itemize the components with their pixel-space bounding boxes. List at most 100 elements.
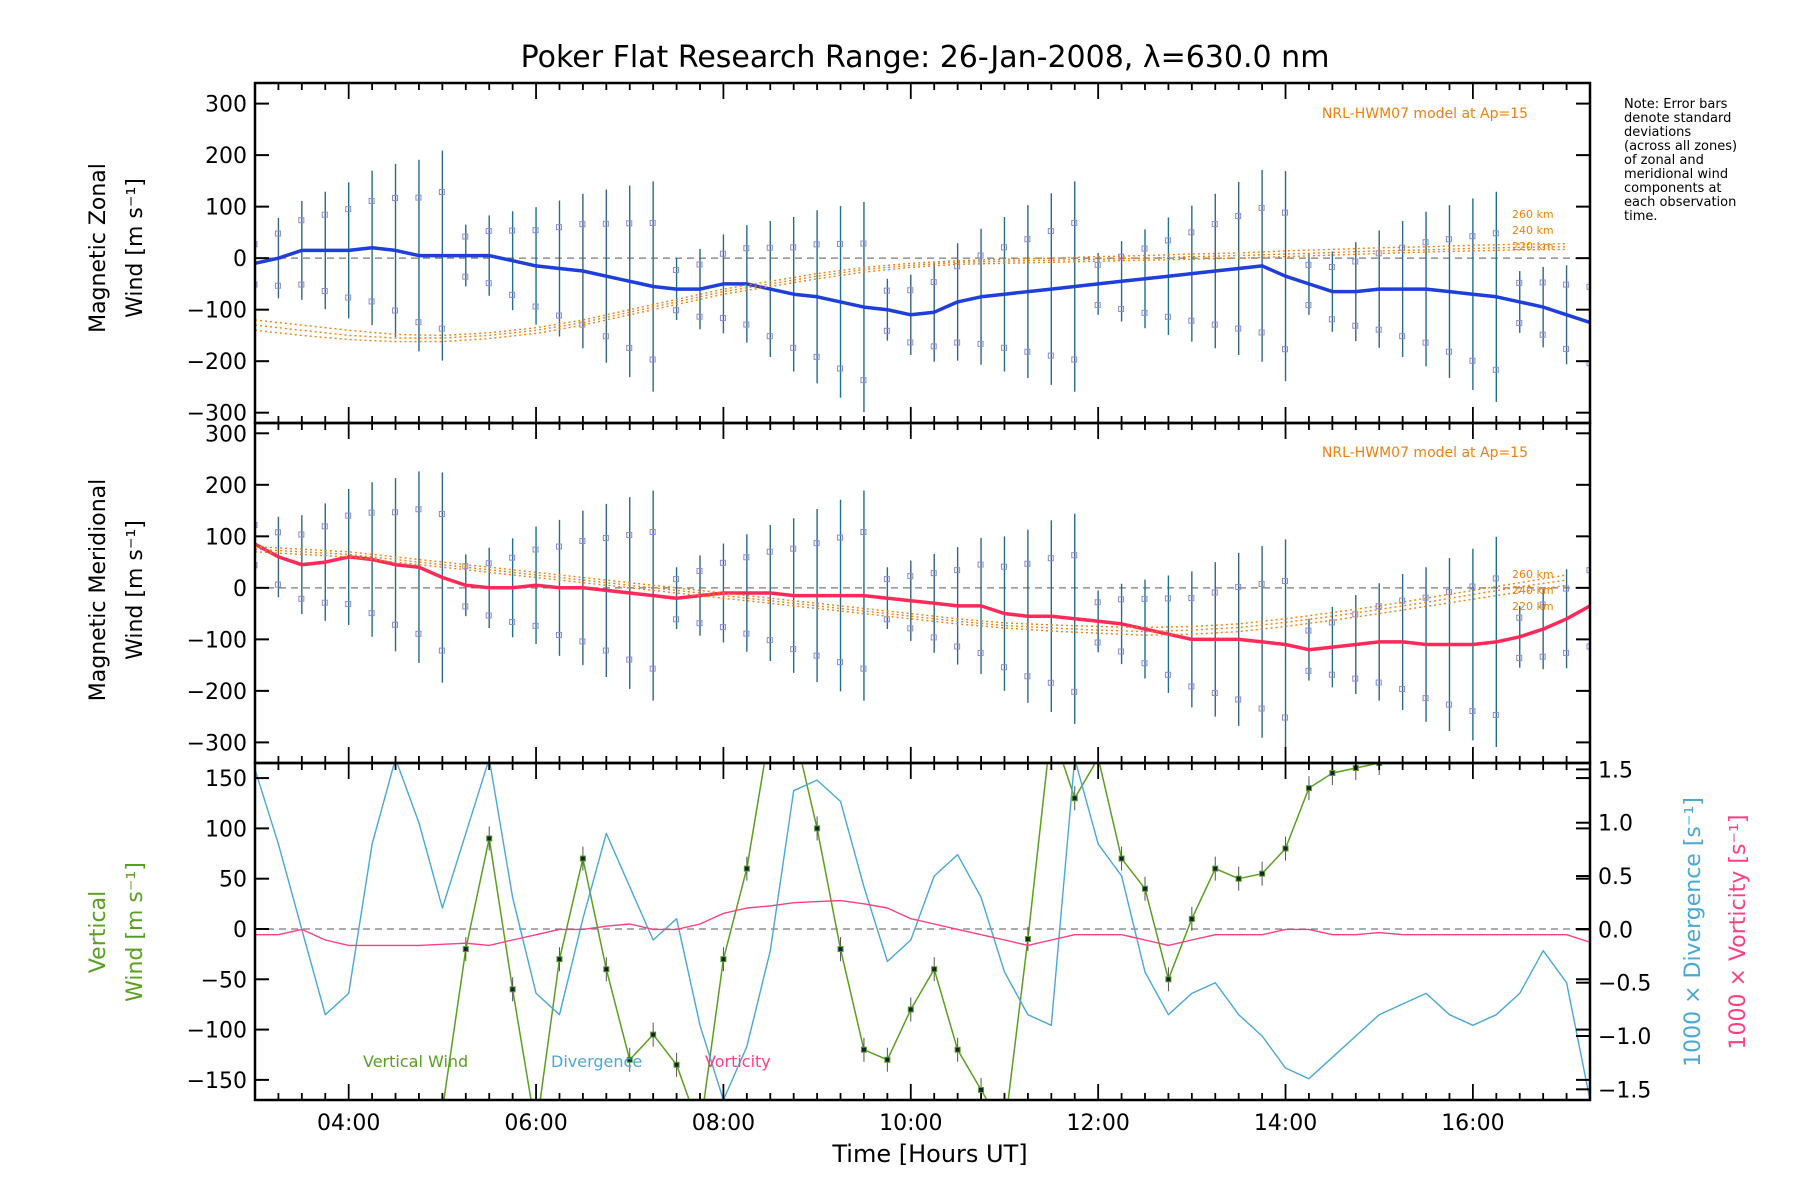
zonal-sample-point: [298, 217, 305, 224]
x-tick-label: 16:00: [1441, 1111, 1504, 1136]
meridional-sample-point: [321, 523, 328, 530]
zonal-sample-point: [883, 287, 890, 294]
vertical-wind-point: [743, 865, 750, 872]
zonal-sample-point: [1188, 317, 1195, 324]
zonal-sample-point: [1211, 221, 1218, 228]
zonal-sample-point: [1258, 204, 1265, 211]
zonal-sample-point: [1352, 258, 1359, 265]
zonal-sample-point: [438, 325, 445, 332]
zonal-wind-panel: −300 −200 −100 0 100 200 300: [187, 81, 1592, 427]
vertical-wind-point: [462, 946, 469, 953]
zonal-sample-point: [743, 245, 750, 252]
meridional-ylabel-line2: Wind [m s⁻¹]: [123, 520, 148, 660]
zonal-sample-point: [368, 298, 375, 305]
zonal-sample-point: [1188, 229, 1195, 236]
zonal-sample-point: [626, 220, 633, 227]
vertical-wind-point: [884, 1056, 891, 1063]
divergence-line: [255, 763, 1590, 1100]
zonal-sample-point: [837, 365, 844, 372]
zonal-sample-point: [1492, 230, 1499, 237]
meridional-sample-point: [555, 543, 562, 550]
zonal-sample-point: [1282, 209, 1289, 216]
zonal-sample-point: [954, 263, 961, 270]
meridional-sample-point: [579, 537, 586, 544]
zonal-sample-point: [1047, 228, 1054, 235]
meridional-sample-point: [1375, 679, 1382, 686]
zonal-sample-point: [1445, 348, 1452, 355]
meridional-sample-point: [626, 532, 633, 539]
zonal-sample-point: [321, 211, 328, 218]
meridional-sample-point: [1282, 577, 1289, 584]
meridional-sample-point: [1211, 589, 1218, 596]
zonal-sample-point: [415, 319, 422, 326]
zonal-sample-point: [532, 227, 539, 234]
meridional-sample-point: [860, 665, 867, 672]
meridional-sample-point: [1492, 575, 1499, 582]
chart-title: Poker Flat Research Range: 26-Jan-2008, …: [521, 40, 1330, 75]
meridional-sample-point: [368, 509, 375, 516]
vertical-wind-point: [860, 1046, 867, 1053]
zonal-sample-point: [719, 315, 726, 322]
vorticity-line: [255, 899, 1590, 947]
meridional-sample-point: [1422, 695, 1429, 702]
error-bar-note: Note: Error bars denote standard deviati…: [1624, 98, 1794, 224]
meridional-sample-point: [1094, 599, 1101, 606]
zonal-model-label: NRL-HWM07 model at Ap=15: [1322, 106, 1528, 122]
zonal-sample-point: [719, 250, 726, 257]
meridional-sample-point: [1164, 671, 1171, 678]
zonal-sample-point: [1282, 346, 1289, 353]
zonal-sample-point: [1516, 320, 1523, 327]
vertical-wind-point: [1165, 976, 1172, 983]
zonal-alt-260: 260 km: [1512, 208, 1554, 221]
meridional-sample-point: [509, 554, 516, 561]
meridional-sample-point: [415, 506, 422, 513]
meridional-ytick-label: −200: [187, 680, 247, 705]
zonal-ytick-label: 0: [233, 247, 247, 272]
meridional-sample-point: [1000, 664, 1007, 671]
zonal-sample-point: [1258, 329, 1265, 336]
meridional-sample-point: [813, 652, 820, 659]
meridional-sample-point: [673, 616, 680, 623]
vertical-wind-point: [1282, 845, 1289, 852]
zonal-sample-point: [1000, 244, 1007, 251]
meridional-sample-point: [1141, 595, 1148, 602]
zonal-sample-point: [1071, 219, 1078, 226]
zonal-sample-point: [1469, 233, 1476, 240]
meridional-sample-point: [1352, 675, 1359, 682]
divergence-ylabel: 1000 × Divergence [s⁻¹]: [1681, 797, 1706, 1067]
vertical-wind-point: [1235, 875, 1242, 882]
vertical-wind-point: [673, 1061, 680, 1068]
meridional-wind-panel: −300 −200 −100 0 100 200 300: [187, 421, 1592, 765]
meridional-sample-point: [837, 534, 844, 541]
meridional-sample-point: [1258, 705, 1265, 712]
zonal-sample-point: [462, 273, 469, 280]
zonal-sample-point: [321, 288, 328, 295]
x-tick-label: 04:00: [317, 1111, 380, 1136]
zonal-sample-point: [1399, 333, 1406, 340]
zonal-sample-point: [977, 340, 984, 347]
meridional-sample-point: [1094, 639, 1101, 646]
meridional-sample-point: [1211, 689, 1218, 696]
zonal-sample-point: [274, 230, 281, 237]
meridional-sample-point: [696, 567, 703, 574]
zonal-sample-point: [649, 219, 656, 226]
meridional-sample-point: [930, 570, 937, 577]
x-tick-label: 10:00: [879, 1111, 942, 1136]
vertical-ylabel-line1: Vertical: [86, 891, 111, 973]
zonal-sample-point: [255, 281, 258, 288]
meridional-sample-point: [1258, 580, 1265, 587]
zonal-model-260km: [255, 243, 1567, 337]
zonal-model-240km: [255, 246, 1567, 339]
zonal-sample-point: [345, 294, 352, 301]
zonal-sample-point: [1235, 213, 1242, 220]
zonal-sample-point: [1000, 344, 1007, 351]
zonal-sample-point: [485, 280, 492, 287]
meridional-sample-point: [1563, 649, 1570, 656]
zonal-sample-point: [1539, 331, 1546, 338]
zonal-sample-point: [1094, 261, 1101, 268]
zonal-sample-point: [255, 241, 258, 248]
meridional-sample-point: [766, 637, 773, 644]
zonal-sample-point: [1141, 309, 1148, 316]
meridional-sample-point: [743, 630, 750, 637]
meridional-sample-point: [579, 638, 586, 645]
